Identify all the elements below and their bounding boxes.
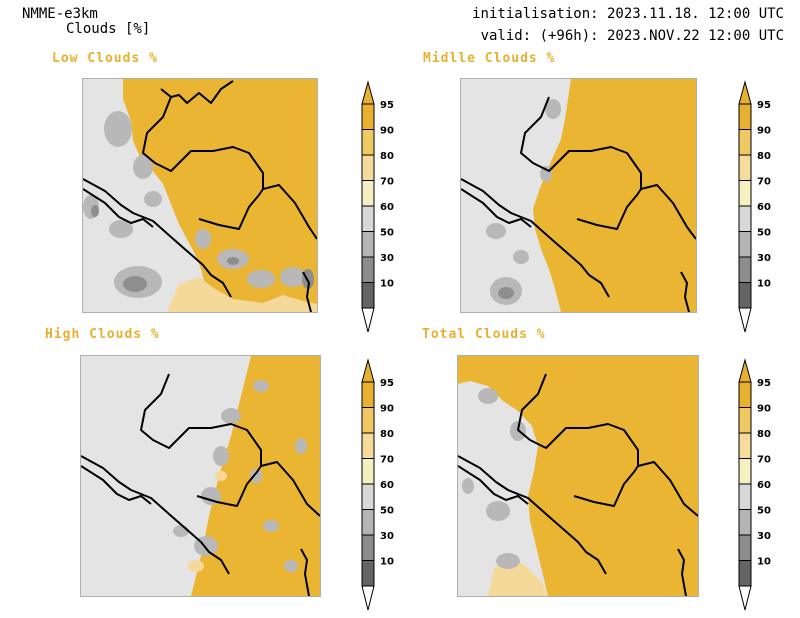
panel-title-total-clouds: Total Clouds % [422, 327, 546, 342]
colorbar-swatch-90 [738, 129, 752, 156]
colorbar-label-95: 95 [757, 378, 771, 389]
colorbar-label-70: 70 [380, 455, 394, 466]
low-clouds-map[interactable] [82, 78, 318, 313]
colorbar-label-80: 80 [380, 429, 394, 440]
colorbar-swatch-50 [738, 231, 752, 258]
colorbar-swatch-95 [361, 103, 375, 130]
total-clouds-map[interactable] [457, 355, 699, 597]
colorbar-label-60: 60 [380, 480, 394, 491]
colorbar-swatch-30 [738, 256, 752, 283]
colorbar-label-90: 90 [380, 126, 394, 137]
colorbar-swatch-70 [738, 180, 752, 207]
panel-title-low-clouds: Low Clouds % [52, 51, 158, 66]
colorbar-bottom-arrow [361, 585, 375, 611]
colorbar-swatch-60 [361, 205, 375, 232]
colorbar-label-95: 95 [757, 100, 771, 111]
colorbar-swatch-60 [738, 483, 752, 510]
colorbar-high-clouds: 95 90 80 70 60 50 30 10 [360, 358, 420, 611]
colorbar-low-clouds: 95 90 80 70 60 50 30 10 [360, 80, 420, 333]
colorbar-swatch-80 [361, 154, 375, 181]
colorbar-label-50: 50 [380, 506, 394, 517]
colorbar-swatch-10 [361, 282, 375, 309]
colorbar-swatch-30 [361, 256, 375, 283]
colorbar-swatch-10 [738, 282, 752, 309]
colorbar-bottom-arrow [738, 585, 752, 611]
model-name: NMME-e3km [22, 6, 98, 22]
colorbar-top-arrow [361, 358, 375, 383]
colorbar-swatch-80 [738, 154, 752, 181]
colorbar-label-30: 30 [757, 253, 771, 264]
initialisation-time: initialisation: 2023.11.18. 12:00 UTC [472, 6, 784, 22]
colorbar-label-30: 30 [380, 531, 394, 542]
colorbar-label-95: 95 [380, 378, 394, 389]
colorbar-label-10: 10 [380, 557, 394, 568]
colorbar-middle-clouds: 95 90 80 70 60 50 30 10 [737, 80, 797, 333]
colorbar-label-10: 10 [380, 279, 394, 290]
colorbar-swatch-90 [361, 129, 375, 156]
colorbar-swatch-60 [738, 205, 752, 232]
colorbar-label-10: 10 [757, 557, 771, 568]
colorbar-label-50: 50 [380, 228, 394, 239]
colorbar-swatch-30 [361, 534, 375, 561]
colorbar-label-80: 80 [757, 429, 771, 440]
colorbar-label-90: 90 [380, 404, 394, 415]
panel-title-high-clouds: High Clouds % [45, 327, 160, 342]
colorbar-label-90: 90 [757, 126, 771, 137]
valid-time: valid: (+96h): 2023.NOV.22 12:00 UTC [480, 28, 784, 44]
colorbar-label-70: 70 [757, 455, 771, 466]
panel-title-middle-clouds: Midlle Clouds % [423, 51, 556, 66]
colorbar-label-50: 50 [757, 506, 771, 517]
colorbar-top-arrow [361, 80, 375, 105]
colorbar-label-80: 80 [380, 151, 394, 162]
colorbar-label-70: 70 [757, 177, 771, 188]
colorbar-bottom-arrow [361, 307, 375, 333]
colorbar-swatch-10 [361, 560, 375, 587]
colorbar-swatch-80 [361, 432, 375, 459]
colorbar-label-60: 60 [757, 202, 771, 213]
colorbar-label-30: 30 [757, 531, 771, 542]
colorbar-swatch-95 [738, 103, 752, 130]
colorbar-label-80: 80 [757, 151, 771, 162]
colorbar-label-60: 60 [380, 202, 394, 213]
high-clouds-map[interactable] [80, 355, 321, 597]
colorbar-label-10: 10 [757, 279, 771, 290]
colorbar-swatch-95 [738, 381, 752, 408]
colorbar-swatch-70 [361, 180, 375, 207]
colorbar-label-90: 90 [757, 404, 771, 415]
colorbar-swatch-90 [361, 407, 375, 434]
colorbar-swatch-30 [738, 534, 752, 561]
colorbar-label-95: 95 [380, 100, 394, 111]
colorbar-label-70: 70 [380, 177, 394, 188]
colorbar-swatch-80 [738, 432, 752, 459]
colorbar-total-clouds: 95 90 80 70 60 50 30 10 [737, 358, 797, 611]
colorbar-swatch-95 [361, 381, 375, 408]
colorbar-swatch-50 [738, 509, 752, 536]
colorbar-swatch-70 [361, 458, 375, 485]
colorbar-swatch-70 [738, 458, 752, 485]
colorbar-label-30: 30 [380, 253, 394, 264]
parameter-name: Clouds [%] [66, 21, 151, 37]
colorbar-top-arrow [738, 80, 752, 105]
colorbar-bottom-arrow [738, 307, 752, 333]
colorbar-swatch-60 [361, 483, 375, 510]
colorbar-swatch-90 [738, 407, 752, 434]
colorbar-label-60: 60 [757, 480, 771, 491]
colorbar-top-arrow [738, 358, 752, 383]
middle-clouds-map[interactable] [460, 78, 697, 313]
colorbar-swatch-10 [738, 560, 752, 587]
colorbar-label-50: 50 [757, 228, 771, 239]
colorbar-swatch-50 [361, 231, 375, 258]
colorbar-swatch-50 [361, 509, 375, 536]
